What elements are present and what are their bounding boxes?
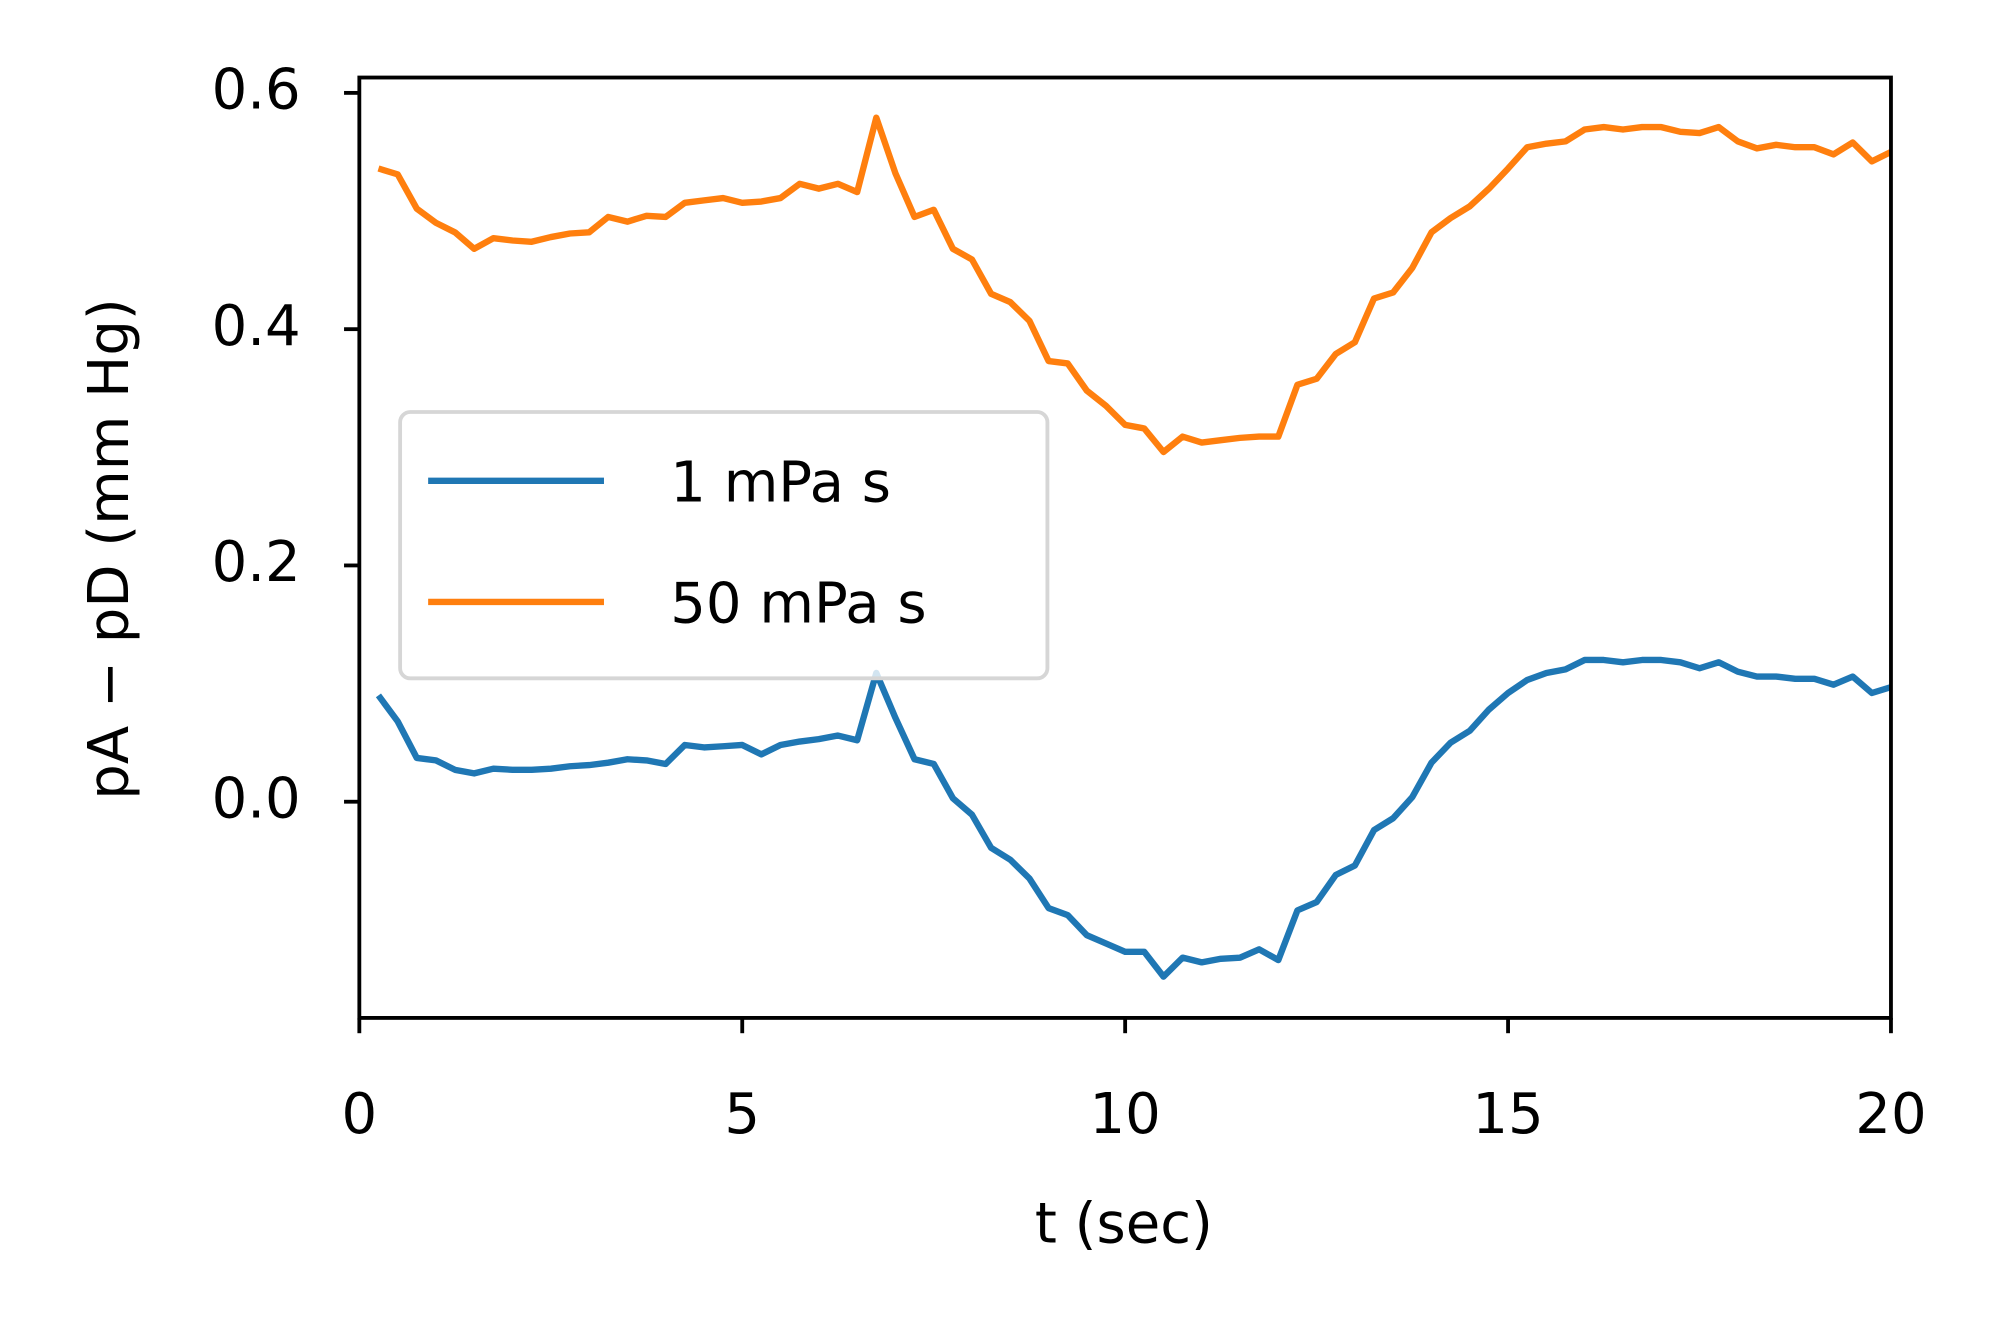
x-tick-label: 0: [341, 1082, 377, 1147]
plot-frame: [357, 75, 1893, 1020]
x-tick-label: 15: [1472, 1082, 1543, 1147]
y-tick-label: 0.6: [212, 58, 301, 123]
data-line: [375, 656, 1892, 980]
x-axis-label: t (sec): [1035, 1192, 1213, 1257]
data-line: [377, 114, 1893, 456]
y-tick-label: 0.2: [212, 530, 301, 595]
x-tick-label: 10: [1089, 1082, 1160, 1147]
legend-label: 1 mPa s: [670, 451, 891, 516]
y-tick-label: 0.0: [212, 766, 301, 831]
x-tick-label: 5: [724, 1082, 760, 1147]
x-tick-label: 20: [1855, 1082, 1926, 1147]
legend-label: 50 mPa s: [670, 572, 926, 637]
y-tick-label: 0.4: [212, 294, 301, 359]
y-axis-label: pA − pD (mm Hg): [77, 298, 142, 800]
